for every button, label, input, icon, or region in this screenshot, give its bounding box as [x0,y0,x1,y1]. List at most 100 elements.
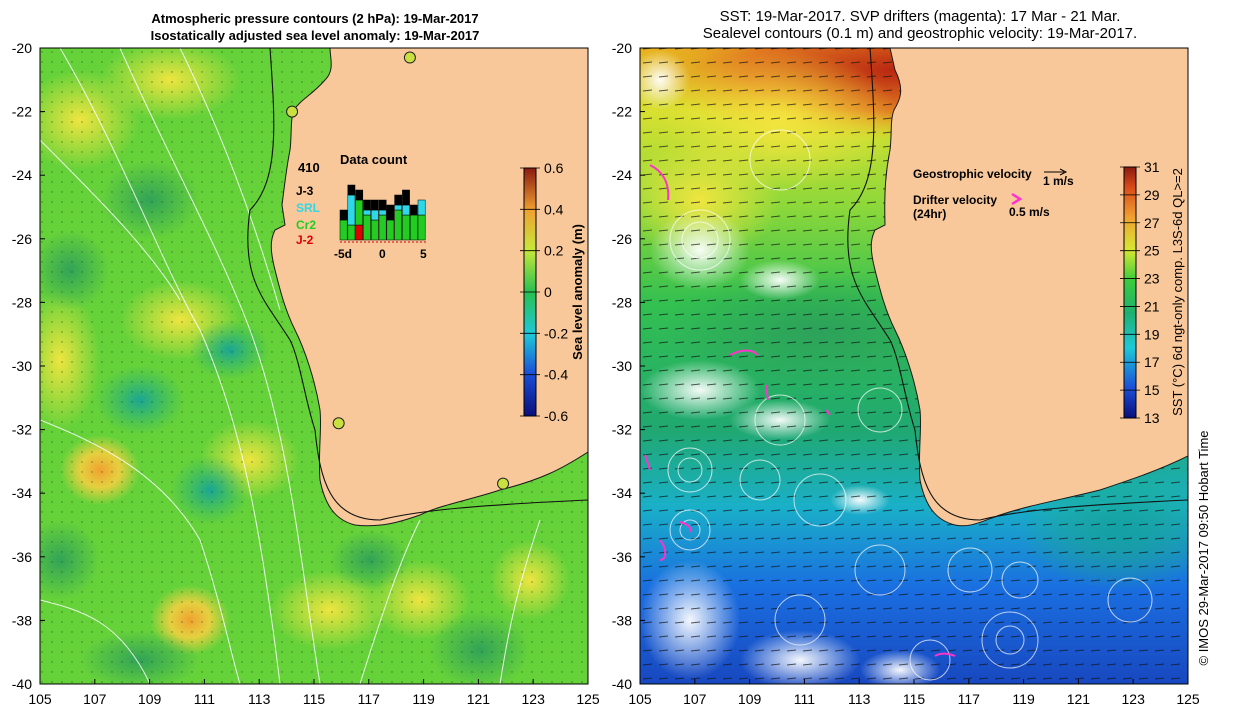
data-count-bar-srl [378,209,387,216]
data-count-bar-cr2 [409,214,418,241]
lat-tick-label: -38 [612,612,632,628]
lon-tick-label: 123 [522,691,546,707]
left-title-line2: Isostatically adjusted sea level anomaly… [150,28,480,43]
colorbar-tick-label: 31 [1144,159,1160,175]
colorbar-tick-label: -0.2 [544,325,568,341]
drifter-velocity-sublabel: (24hr) [913,207,946,221]
colorbar-tick-label: 0.6 [544,160,564,176]
station-esperance-marker [497,477,510,490]
legend-j2: J-2 [296,233,314,247]
lon-tick-label: 111 [194,691,215,707]
right-title-line1: SST: 19-Mar-2017. SVP drifters (magenta)… [719,8,1121,25]
data-count-bar-j3 [363,199,371,211]
lat-tick-label: -22 [612,104,632,120]
lat-tick-label: -20 [612,40,632,56]
colorbar-tick-label: 15 [1144,382,1160,398]
lon-tick-label: 113 [248,691,271,707]
station-north-marker [403,51,416,64]
geo-velocity-scale: 1 m/s [1043,174,1074,188]
data-count-xtick-1: 0 [379,247,386,261]
lat-tick-label: -36 [612,549,632,565]
lon-tick-label: 107 [683,691,707,707]
data-count-bar-j3 [394,194,403,206]
data-count-bar-srl [363,209,371,216]
lat-tick-label: -24 [12,167,32,183]
geo-velocity-arrowhead [1059,168,1068,176]
data-count-bar-cr2 [347,224,356,241]
sealevel-contours [667,129,1153,681]
drifter-velocity-label: Drifter velocity [913,193,997,207]
data-count-bar-j3 [402,189,410,206]
data-count-bar-srl [402,204,410,216]
colorbar-tick-label: 0.4 [544,201,564,217]
lat-tick-label: -30 [12,358,32,374]
data-count-inset: 410 Data count J-3 SRL Cr2 J-2 -5d 0 5 [296,152,427,261]
data-count-bar-j3 [347,184,356,196]
lon-tick-label: 109 [138,691,162,707]
colorbar-tick-label: 21 [1144,298,1160,314]
lat-tick-label: -38 [12,612,32,628]
colorbar-tick-label: -0.6 [544,408,568,424]
data-count-bar-cr2 [355,199,364,226]
data-count-bar-j3 [355,189,364,201]
sst-colorbar-label: SST (°C) 6d ngt-only comp. L3S-6d QL>=2 [1170,168,1185,416]
lat-tick-label: -24 [612,167,632,183]
data-count-bar-j3 [339,209,348,221]
left-title-line1: Atmospheric pressure contours (2 hPa): 1… [151,11,479,26]
lat-tick-label: -28 [612,294,632,310]
data-count-bar-j3 [378,199,387,211]
data-count-bar-j3 [386,204,395,221]
lon-tick-label: 111 [794,691,815,707]
left-map-title: Atmospheric pressure contours (2 hPa): 1… [40,10,590,44]
lon-tick-label: 107 [83,691,107,707]
lat-tick-label: -30 [612,358,632,374]
sst-colorbar: 31 29 27 25 23 21 19 17 15 13 SST (°C) 6d ngt-onl… [1120,159,1185,426]
data-count-bar-srl [370,209,379,221]
colorbar-tick-label: 0 [544,284,552,300]
lon-tick-label: 121 [1067,691,1091,707]
data-count-xtick-2: 5 [420,247,427,261]
lon-tick-label: 109 [738,691,762,707]
data-count-bar-cr2 [339,219,348,241]
australia-land-right [870,48,1188,527]
data-count-bar-cr2 [370,219,379,241]
data-count-bar-cr2 [378,214,387,241]
lon-tick-label: 117 [358,691,381,707]
station-exmouth-marker [286,105,299,118]
lat-tick-label: -20 [12,40,32,56]
data-count-bar-srl [394,204,403,211]
drifter-velocity-scale: 0.5 m/s [1009,205,1050,219]
colorbar-tick-label: 29 [1144,187,1160,203]
lon-tick-label: 105 [28,691,52,707]
lat-tick-label: -26 [612,231,632,247]
data-count-xtick-0: -5d [334,247,352,261]
colorbar-tick-label: 25 [1144,243,1160,259]
colorbar-tick-label: 19 [1144,326,1160,342]
data-count-bar-srl [347,194,356,226]
colorbar-tick-label: 0.2 [544,243,564,259]
lon-tick-label: 119 [412,691,435,707]
data-count-bar-cr2 [394,209,403,241]
lon-tick-label: 113 [848,691,871,707]
data-count-bar-cr2 [402,214,410,241]
sla-colorbar-label: Sea level anomaly (m) [570,224,585,360]
legend-j3: J-3 [296,184,314,198]
data-count-bar-srl [417,199,426,216]
lat-tick-label: -36 [12,549,32,565]
lon-tick-label: 105 [628,691,652,707]
lon-tick-label: 115 [303,691,326,707]
drifter-velocity-arrow [1011,192,1023,206]
lat-tick-label: -34 [12,485,32,501]
lon-tick-label: 125 [1176,691,1200,707]
velocity-legend: Geostrophic velocity 1 m/s Drifter veloc… [913,167,1074,221]
data-count-bar-j2 [355,224,364,241]
lat-tick-label: -34 [612,485,632,501]
sst-colorbar-ticks: 31 29 27 25 23 21 19 17 15 13 [1120,159,1160,426]
data-count-total: 410 [298,160,320,175]
right-map-title: SST: 19-Mar-2017. SVP drifters (magenta)… [640,8,1200,42]
legend-srl: SRL [296,201,320,215]
sst-map [640,48,1188,684]
lon-tick-label: 123 [1122,691,1146,707]
colorbar-tick-label: -0.4 [544,367,568,383]
